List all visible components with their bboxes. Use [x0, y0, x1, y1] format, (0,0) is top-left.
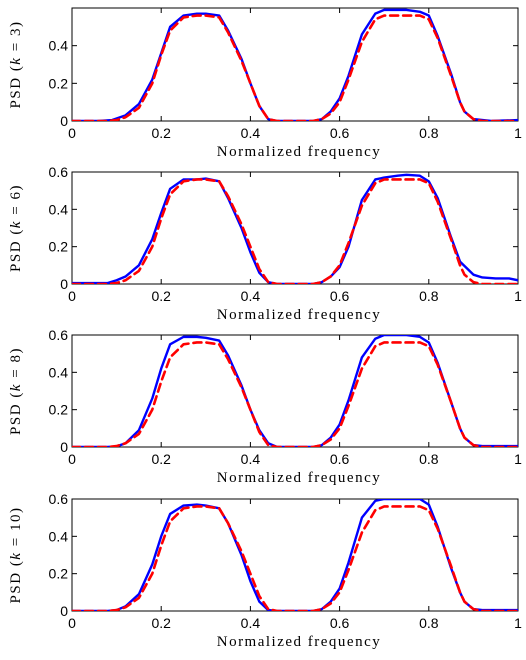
- panel-3-xtick-label: 0.2: [151, 451, 171, 467]
- panel-2-ylabel-prefix: PSD (: [8, 228, 24, 272]
- panel-2-xtick-label: 0.4: [241, 288, 261, 304]
- panel-4-ytick-label: 0.2: [49, 566, 69, 582]
- panel-3-ylabel-prefix: PSD (: [8, 391, 24, 435]
- panel-3-xtick-label: 0.8: [419, 451, 439, 467]
- panel-3-ytick-label: 0.2: [49, 402, 69, 418]
- panel-1-ylabel-prefix: PSD (: [8, 65, 24, 109]
- panel-3-ytick-label: 0.4: [49, 364, 69, 380]
- panel-2-ytick-label: 0.2: [49, 239, 69, 255]
- panel-1: 0 0.2 0.4 0.6 0.8 1 0 0.2 0.4 Normalized frequenc…: [8, 7, 522, 160]
- panel-3-ylabel-var: k: [8, 383, 24, 391]
- panel-4-ylabel-rest: = 10): [8, 507, 24, 552]
- panel-3-ylabel-rest: = 8): [8, 347, 24, 383]
- panel-1-ylabel: PSD (k = 3): [8, 21, 24, 109]
- panel-1-ytick-label: 0: [60, 113, 68, 129]
- panel-2-ylabel-rest: = 6): [8, 184, 24, 220]
- panel-4-ylabel: PSD (k = 10): [8, 507, 24, 604]
- panel-1-xtick-label: 0.8: [419, 125, 439, 141]
- panel-1-ylabel-rest: = 3): [8, 21, 24, 57]
- panel-3: 0 0.2 0.4 0.6 0.8 1 0 0.2 0.4 0.6 Normalized frequ…: [8, 327, 522, 486]
- panel-2-ytick-label: 0.4: [49, 201, 69, 217]
- panel-1-true-psd-dashed-line: [72, 14, 518, 121]
- panel-4-true-psd-dashed-line: [72, 505, 518, 611]
- panel-4-ylabel-var: k: [8, 552, 24, 560]
- panel-2-axes-frame: [71, 171, 519, 285]
- panel-4-xlabel: Normalized frequency: [217, 634, 382, 650]
- panel-2-ytick-label: 0: [60, 276, 68, 292]
- panel-3-ytick-label: 0.6: [49, 327, 69, 343]
- panel-4: 0 0.2 0.4 0.6 0.8 1 0 0.2 0.4 0.6 Normalized frequ…: [8, 491, 522, 650]
- panel-2-ylabel-var: k: [8, 220, 24, 228]
- panel-3-ylabel: PSD (k = 8): [8, 347, 24, 435]
- panel-4-estimated-psd-solid-line: [72, 499, 518, 611]
- panel-1-xtick-label: 1: [514, 125, 522, 141]
- panel-1-ytick-label: 0.4: [49, 38, 69, 54]
- panel-2-xtick-label: 0.6: [330, 288, 350, 304]
- panel-2-xtick-label: 0.2: [151, 288, 171, 304]
- panel-3-estimated-psd-solid-line: [72, 335, 518, 447]
- panel-4-ytick-label: 0: [60, 603, 68, 619]
- panel-2-ylabel: PSD (k = 6): [8, 184, 24, 272]
- panel-3-true-psd-dashed-line: [72, 341, 518, 447]
- panel-3-xlabel: Normalized frequency: [217, 470, 382, 486]
- panel-3-xtick-label: 0.4: [241, 451, 261, 467]
- panel-4-xtick-label: 1: [514, 615, 522, 631]
- panel-4-xtick-label: 0.6: [330, 615, 350, 631]
- panel-2-xtick-label: 0.8: [419, 288, 439, 304]
- panel-4-ytick-label: 0.4: [49, 528, 69, 544]
- panel-4-xtick-label: 0.8: [419, 615, 439, 631]
- panel-1-xtick-label: 0.2: [151, 125, 171, 141]
- panel-3-xtick-label: 1: [514, 451, 522, 467]
- panel-4-ytick-label: 0.6: [49, 491, 69, 507]
- panel-1-ylabel-var: k: [8, 57, 24, 65]
- panel-3-xtick-label: 0: [68, 451, 76, 467]
- panel-3-ytick-label: 0: [60, 439, 68, 455]
- panel-4-ylabel-prefix: PSD (: [8, 560, 24, 604]
- panel-3-xtick-label: 0.6: [330, 451, 350, 467]
- panel-2-xtick-label: 0: [68, 288, 76, 304]
- panel-2-ytick-label: 0.6: [49, 164, 69, 180]
- panel-1-xlabel: Normalized frequency: [217, 144, 382, 160]
- panel-4-xtick-label: 0.4: [241, 615, 261, 631]
- panel-1-xtick-label: 0.6: [330, 125, 350, 141]
- panel-2: 0 0.2 0.4 0.6 0.8 1 0 0.2 0.4 0.6 Normalized frequ…: [8, 164, 522, 323]
- panel-2-xlabel: Normalized frequency: [217, 307, 382, 323]
- panel-1-ytick-label: 0.2: [49, 75, 69, 91]
- panel-1-xtick-label: 0: [68, 125, 76, 141]
- panel-1-estimated-psd-solid-line: [72, 8, 518, 121]
- panel-4-xtick-label: 0.2: [151, 615, 171, 631]
- panel-2-estimated-psd-solid-line: [72, 173, 518, 284]
- panel-4-xtick-label: 0: [68, 615, 76, 631]
- panel-1-xtick-label: 0.4: [241, 125, 261, 141]
- panel-2-xtick-label: 1: [514, 288, 522, 304]
- panel-2-true-psd-dashed-line: [72, 178, 518, 284]
